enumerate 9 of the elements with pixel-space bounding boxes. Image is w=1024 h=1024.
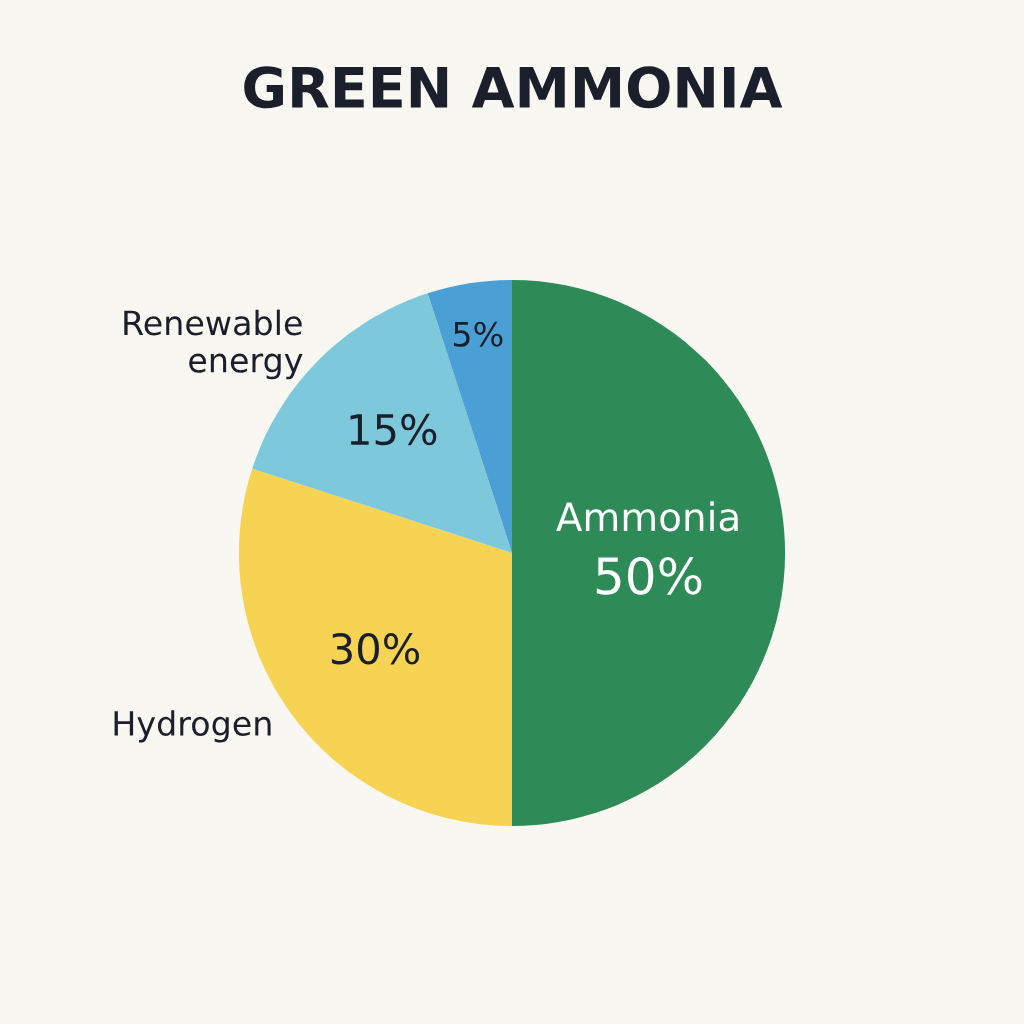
- pie-slice: [512, 279, 786, 827]
- slice-label: Ammonia: [556, 501, 738, 532]
- slice-label: Renewable energy: [124, 309, 303, 380]
- slice-label: Hydrogen: [114, 710, 271, 743]
- data-label: 30%: [331, 633, 420, 665]
- chart-title: GREEN AMMONIA: [244, 66, 783, 109]
- data-label: 15%: [350, 413, 437, 446]
- data-label: 50%: [596, 556, 702, 595]
- data-label: 5%: [453, 321, 503, 347]
